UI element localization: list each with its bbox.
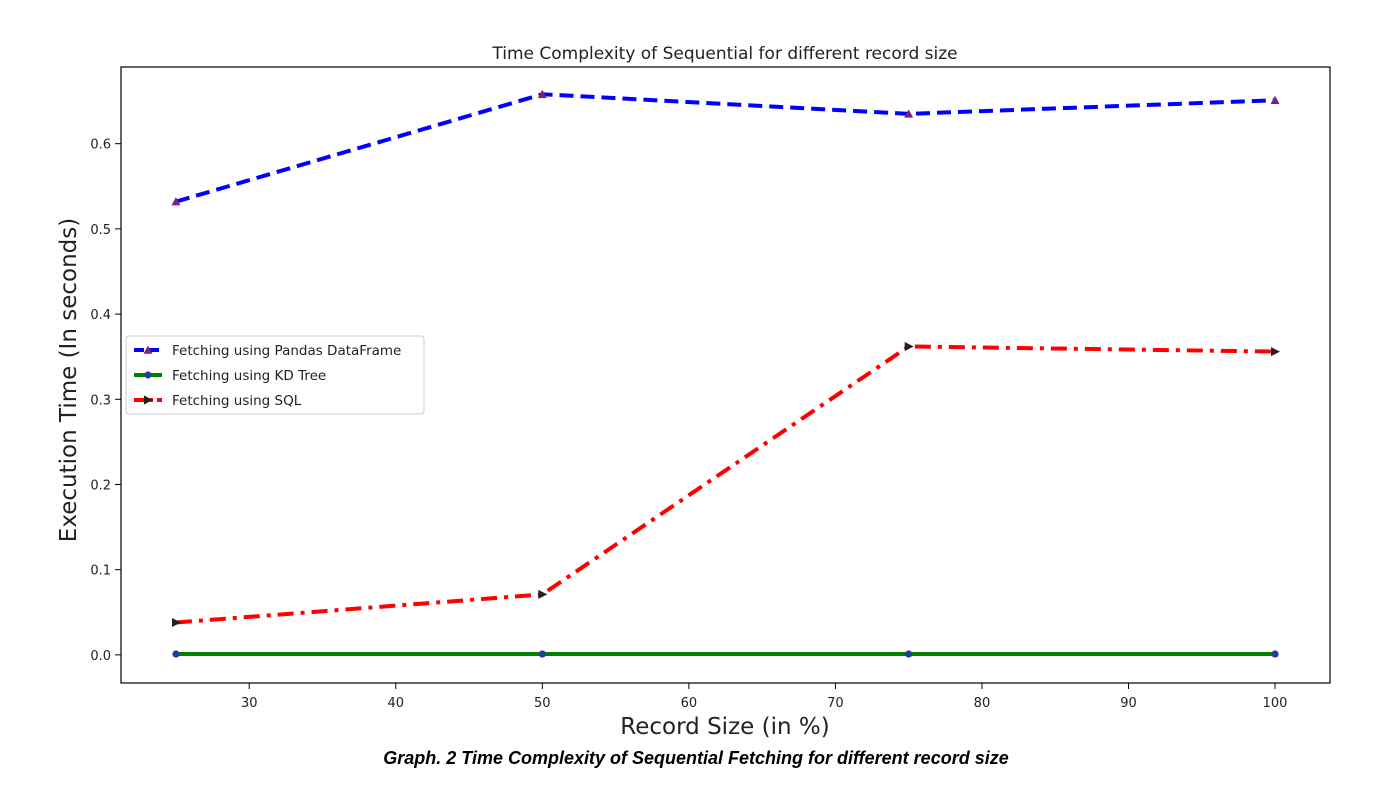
x-tick-label: 80 — [974, 696, 991, 711]
data-point — [1271, 650, 1279, 658]
data-point — [904, 109, 914, 118]
data-point — [905, 650, 913, 658]
axis-ticks: 30 40 50 60 70 80 90 100 0.0 0.1 0.2 0.3 0.4 0.5 0.6 — [90, 138, 1287, 711]
y-tick-label: 0.1 — [90, 564, 111, 579]
series-1 — [171, 89, 1280, 206]
x-tick-label: 60 — [681, 696, 698, 711]
data-point — [171, 197, 181, 206]
x-tick-label: 50 — [534, 696, 551, 711]
data-point — [904, 341, 914, 351]
data-point — [1270, 95, 1280, 105]
series-line — [175, 92, 1276, 204]
x-tick-label: 100 — [1263, 696, 1288, 711]
data-point — [144, 371, 152, 379]
data-point — [143, 345, 153, 354]
legend-label: Fetching using SQL — [172, 393, 302, 409]
series-line — [175, 344, 1276, 625]
y-tick-label: 0.4 — [90, 308, 111, 323]
data-point — [538, 650, 546, 658]
data-point — [1271, 347, 1281, 357]
chart-title: Time Complexity of Sequential for differ… — [491, 44, 957, 64]
data-point — [172, 650, 180, 658]
series-group — [171, 89, 1281, 658]
legend: Fetching using Pandas DataFrame Fetching … — [125, 335, 425, 415]
y-tick-label: 0.6 — [90, 138, 111, 153]
y-tick-label: 0.5 — [90, 223, 111, 238]
y-tick-label: 0.2 — [90, 478, 111, 493]
x-axis-label: Record Size (in %) — [620, 714, 829, 740]
x-tick-label: 30 — [241, 696, 258, 711]
y-tick-label: 0.0 — [90, 649, 111, 664]
data-point — [144, 395, 153, 405]
legend-box — [125, 335, 425, 415]
legend-label: Fetching using KD Tree — [172, 368, 326, 384]
x-tick-label: 40 — [387, 696, 404, 711]
y-axis-label: Execution Time (In seconds) — [56, 218, 82, 542]
x-tick-label: 90 — [1120, 696, 1137, 711]
y-tick-label: 0.3 — [90, 393, 111, 408]
data-point — [537, 89, 547, 99]
figure-caption: Graph. 2 Time Complexity of Sequential F… — [383, 748, 1009, 768]
x-tick-label: 70 — [827, 696, 844, 711]
line-chart: Time Complexity of Sequential for differ… — [56, 44, 1331, 740]
data-point — [171, 618, 181, 628]
series-2 — [172, 650, 1279, 658]
legend-label: Fetching using Pandas DataFrame — [172, 343, 401, 359]
series-3 — [171, 341, 1281, 628]
data-point — [538, 589, 548, 599]
